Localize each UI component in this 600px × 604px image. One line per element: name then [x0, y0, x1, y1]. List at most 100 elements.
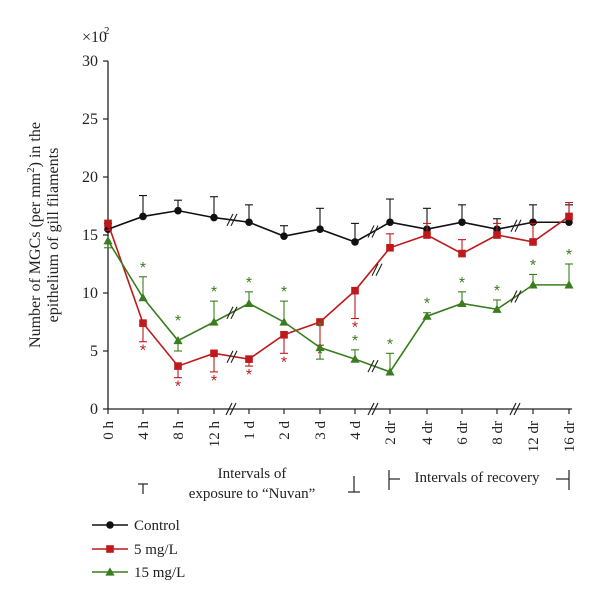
significance-star-15-mg-l: *	[175, 313, 181, 330]
x-tick-label: 12 h	[207, 421, 223, 448]
data-point-5-mg-l	[316, 318, 324, 326]
data-point-15-mg-l	[315, 342, 325, 352]
data-point-control	[458, 218, 466, 227]
data-point-5-mg-l	[458, 249, 466, 258]
series-line-15-mg-l	[107, 240, 569, 373]
x-tick-label: 4 dr	[420, 421, 436, 445]
data-point-control	[529, 218, 537, 227]
data-point-15-mg-l	[457, 298, 467, 308]
significance-star-15-mg-l: *	[352, 333, 358, 350]
data-point-control	[386, 218, 394, 227]
significance-star-15-mg-l: *	[387, 336, 393, 353]
x-axis-break	[225, 402, 237, 416]
data-point-5-mg-l	[139, 319, 147, 327]
x-tick-label: 2 dr	[383, 421, 399, 445]
series-break-mark	[371, 225, 379, 238]
y-tick-label: 30	[82, 53, 98, 70]
series-break-mark	[367, 359, 375, 373]
significance-star-5-mg-l: *	[281, 354, 287, 371]
data-point-control	[174, 206, 182, 215]
significance-star-15-mg-l: *	[424, 296, 430, 313]
significance-star-5-mg-l: *	[352, 320, 358, 337]
significance-star-15-mg-l: *	[246, 275, 252, 292]
x-axis-break	[367, 402, 379, 416]
x-tick-label: 1 d	[242, 421, 258, 440]
data-point-15-mg-l	[422, 311, 432, 320]
x-tick-label: 16 dr	[562, 421, 578, 452]
data-point-15-mg-l	[350, 354, 360, 363]
y-tick-label: 15	[82, 227, 98, 244]
series-break-mark	[230, 306, 238, 319]
significance-star-5-mg-l: *	[140, 343, 146, 360]
y-multiplier-exponent: 2	[104, 25, 110, 37]
data-point-15-mg-l	[528, 280, 538, 289]
group-label-exposure-line2: exposure to “Nuvan”	[189, 486, 316, 502]
significance-star-15-mg-l: *	[566, 247, 572, 264]
series-break-mark	[230, 213, 238, 227]
series-break-mark	[226, 306, 234, 319]
significance-star-15-mg-l: *	[211, 284, 217, 301]
x-tick-label: 0 h	[101, 421, 117, 440]
data-point-5-mg-l	[245, 355, 253, 363]
y-tick-label: 10	[82, 285, 98, 302]
data-point-control	[245, 218, 253, 227]
significance-star-5-mg-l: *	[175, 379, 181, 396]
y-tick-label: 0	[90, 401, 98, 418]
x-tick-label: 4 h	[136, 421, 152, 440]
data-point-5-mg-l	[386, 243, 394, 252]
legend-label-15-mg-l: 15 mg/L	[134, 565, 185, 581]
data-point-15-mg-l	[209, 317, 219, 326]
legend-label-control: Control	[134, 518, 180, 534]
x-axis-break	[509, 402, 521, 416]
y-multiplier: ×10	[82, 29, 107, 46]
data-point-control	[351, 238, 359, 246]
x-tick-label: 12 dr	[526, 421, 542, 452]
y-tick-label: 20	[82, 169, 98, 186]
data-point-15-mg-l	[492, 304, 502, 313]
data-point-5-mg-l	[280, 330, 288, 339]
data-point-control	[139, 212, 147, 221]
x-tick-label: 8 dr	[490, 421, 506, 445]
data-point-5-mg-l	[210, 349, 218, 358]
x-tick-label: 3 d	[313, 421, 329, 440]
series-break-mark	[514, 219, 522, 232]
x-tick-label: 6 dr	[455, 421, 471, 445]
group-label-exposure-line1: Intervals of	[218, 466, 287, 482]
data-point-5-mg-l	[423, 231, 431, 239]
y-tick-label: 25	[82, 111, 98, 128]
significance-star-15-mg-l: *	[140, 260, 146, 277]
legend-marker-5-mg-l	[106, 545, 114, 553]
data-point-15-mg-l	[385, 367, 395, 376]
data-point-5-mg-l	[565, 212, 573, 221]
data-point-15-mg-l	[103, 236, 113, 245]
series-break-mark	[371, 263, 379, 277]
significance-star-5-mg-l: *	[211, 373, 217, 390]
significance-star-15-mg-l: *	[530, 257, 536, 274]
significance-star-15-mg-l: *	[459, 275, 465, 292]
legend-marker-control	[106, 521, 114, 529]
significance-star-15-mg-l: *	[317, 319, 323, 336]
series-break-mark	[367, 225, 375, 238]
data-point-15-mg-l	[564, 280, 574, 289]
y-axis-label: Number of MGCs (per mm2) in the	[25, 122, 44, 348]
series-break-mark	[230, 350, 238, 364]
significance-star-15-mg-l: *	[281, 284, 287, 301]
data-point-5-mg-l	[351, 286, 359, 295]
data-point-control	[565, 218, 573, 227]
data-point-15-mg-l	[138, 293, 148, 302]
data-point-control	[316, 225, 324, 233]
group-label-recovery: Intervals of recovery	[415, 470, 540, 486]
x-tick-label: 2 d	[277, 421, 293, 440]
data-point-15-mg-l	[244, 298, 254, 308]
y-tick-label: 5	[90, 343, 98, 360]
data-point-5-mg-l	[529, 238, 537, 246]
data-point-control	[280, 232, 288, 240]
data-point-5-mg-l	[493, 231, 501, 239]
legend-marker-15-mg-l	[105, 567, 115, 576]
data-point-15-mg-l	[279, 317, 289, 326]
series-break-mark	[226, 350, 234, 364]
data-point-15-mg-l	[173, 335, 183, 345]
data-point-control	[210, 213, 218, 222]
series-break-mark	[514, 290, 522, 303]
